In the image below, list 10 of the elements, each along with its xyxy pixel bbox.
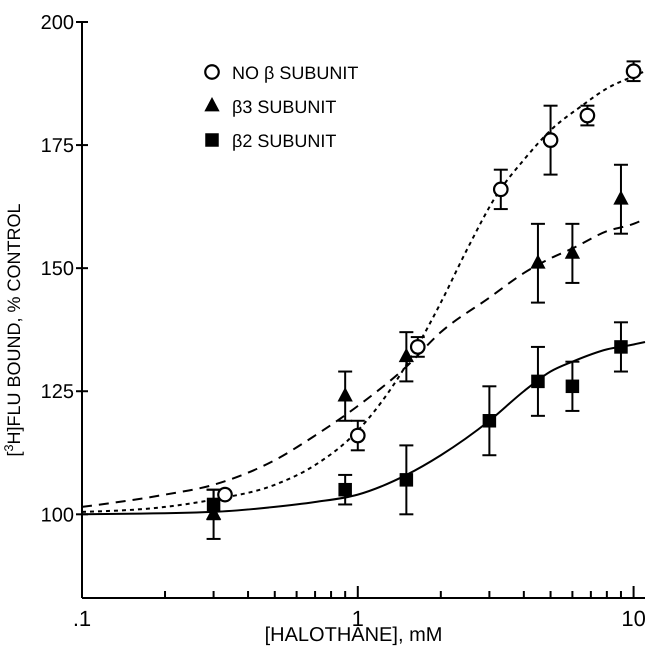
- x-tick-label: 10: [621, 606, 646, 631]
- y-tick-label: 150: [40, 258, 74, 280]
- y-tick-label: 100: [40, 504, 74, 526]
- y-tick-label: 175: [40, 135, 74, 158]
- legend-label: β3 SUBUNIT: [232, 97, 336, 117]
- legend-label: β2 SUBUNIT: [232, 131, 336, 151]
- x-tick-label: .1: [72, 606, 92, 631]
- y-tick-label: 200: [40, 12, 74, 34]
- y-tick-label: 125: [40, 381, 74, 404]
- legend-label: NO β SUBUNIT: [232, 63, 358, 83]
